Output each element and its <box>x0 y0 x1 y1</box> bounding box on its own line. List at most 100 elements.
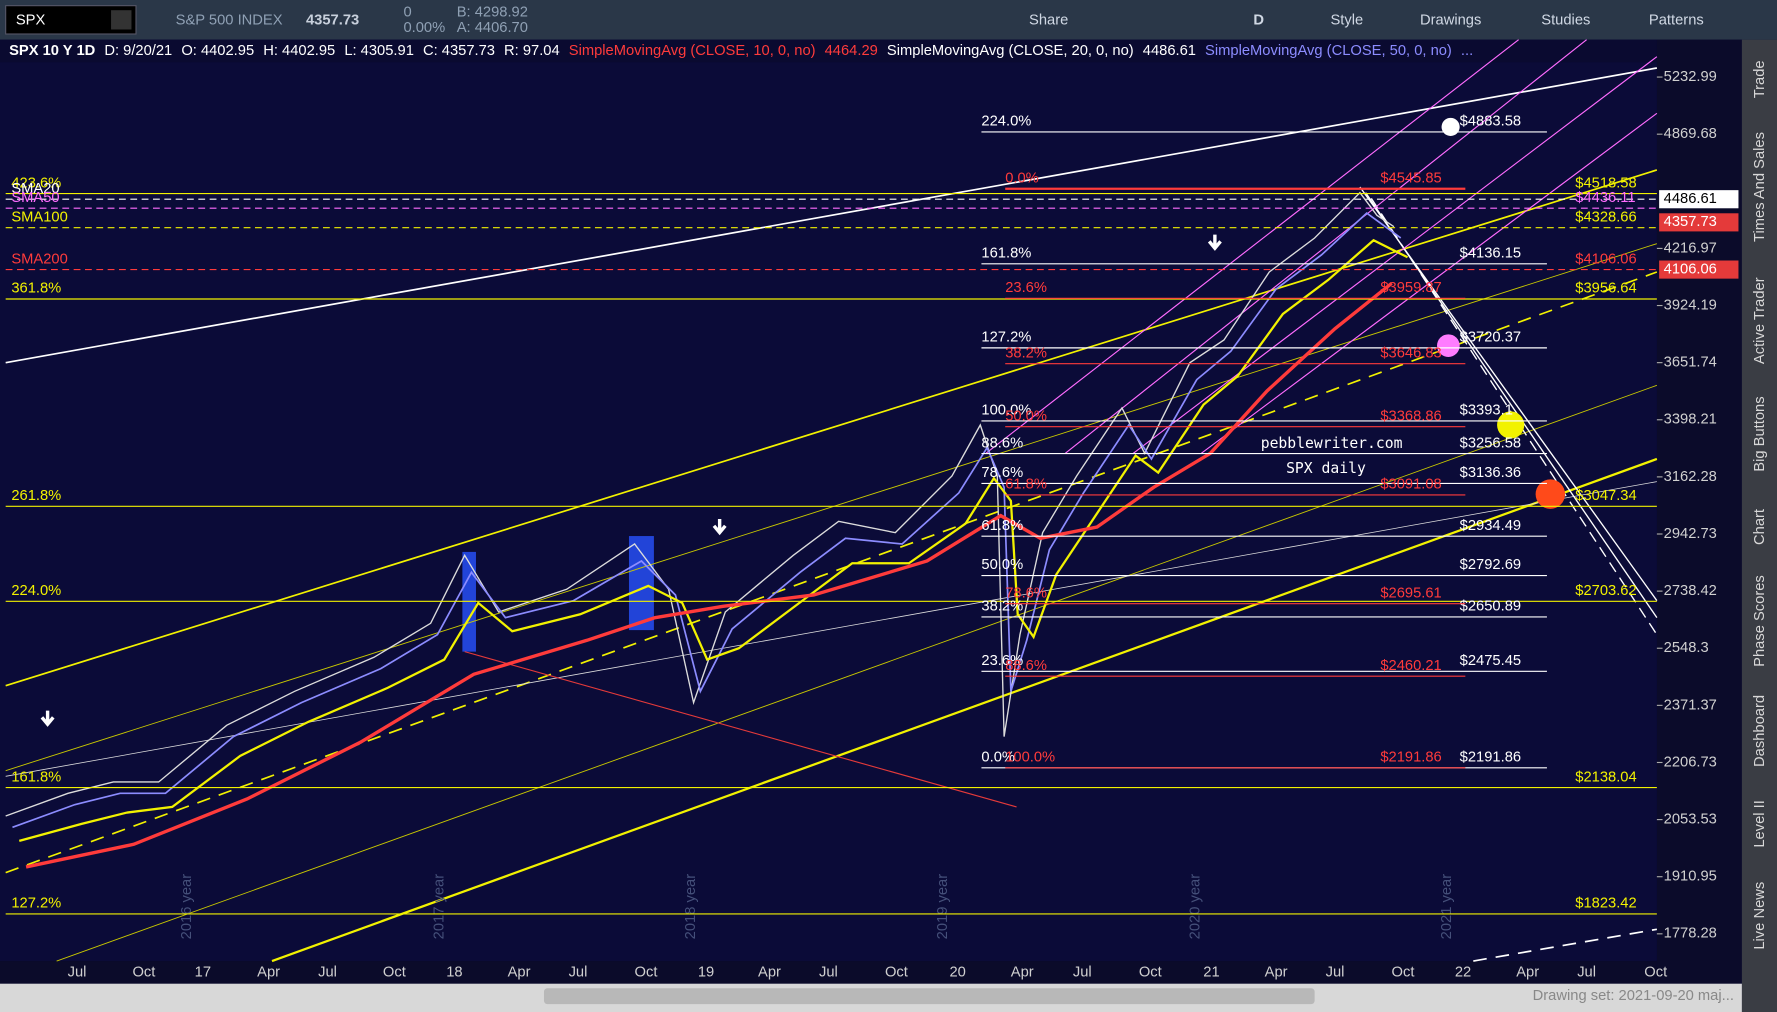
y-tick-label: 4216.97 <box>1664 240 1717 256</box>
fib-price: $3256.58 <box>1460 435 1521 451</box>
y-tick-label: 3398.21 <box>1664 412 1717 428</box>
x-axis-panel <box>0 961 1657 984</box>
side-tab[interactable]: Active Trader <box>1752 277 1768 364</box>
chart-title: SPX 10 Y 1D <box>9 43 96 59</box>
study-value: ... <box>1461 43 1473 59</box>
side-tab[interactable]: Big Buttons <box>1752 396 1768 471</box>
fib-price: $2475.45 <box>1460 653 1521 669</box>
fib-pct: SMA20 <box>11 181 59 197</box>
toolbar-button[interactable]: Studies <box>1541 12 1590 28</box>
study-name: SimpleMovingAvg (CLOSE, 10, 0, no) <box>569 43 816 59</box>
price-line <box>5 191 1395 817</box>
price-tag-label: 4106.06 <box>1664 261 1717 277</box>
fib-price: $2191.86 <box>1460 750 1521 766</box>
timeframe[interactable]: D <box>1253 12 1264 28</box>
fib-price: $1823.42 <box>1575 896 1636 912</box>
symbol-dropdown[interactable] <box>111 10 132 30</box>
side-tab[interactable]: Times And Sales <box>1752 132 1768 242</box>
toolbar-button[interactable]: Share <box>1029 12 1068 28</box>
fib-pct: 38.2% <box>1005 345 1047 361</box>
x-tick-label: Oct <box>1139 964 1162 980</box>
fib-pct: 61.8% <box>1005 477 1047 493</box>
fib-pct: 78.6% <box>1005 585 1047 601</box>
fib-price: $3136.36 <box>1460 465 1521 481</box>
fib-pct: 78.6% <box>981 465 1023 481</box>
side-tab[interactable]: Dashboard <box>1752 695 1768 767</box>
ask: A: 4406.70 <box>457 20 528 36</box>
fib-pct: 161.8% <box>11 769 61 785</box>
y-tick-label: 3651.74 <box>1664 355 1717 371</box>
trend-line <box>56 384 1658 962</box>
y-tick-label: 2548.3 <box>1664 640 1709 656</box>
side-tab[interactable]: Level II <box>1752 800 1768 847</box>
x-tick-label: Oct <box>635 964 658 980</box>
x-tick-label: Apr <box>1011 964 1034 980</box>
fib-pct: 61.8% <box>981 518 1023 534</box>
fib-price: $3091.08 <box>1380 477 1441 493</box>
trend-line <box>1064 39 1587 454</box>
x-tick-label: 21 <box>1203 964 1219 980</box>
trend-line <box>1132 56 1658 454</box>
study-name: SimpleMovingAvg (CLOSE, 50, 0, no) <box>1205 43 1452 59</box>
fib-price: $4883.58 <box>1460 114 1521 130</box>
toolbar-button[interactable]: Style <box>1330 12 1363 28</box>
arrow <box>712 519 727 536</box>
description: S&P 500 INDEX <box>176 12 283 28</box>
symbol[interactable]: SPX <box>16 12 46 28</box>
ohlc-field: R: 97.04 <box>504 43 560 59</box>
study-value: 4486.61 <box>1143 43 1196 59</box>
x-tick-label: Apr <box>758 964 781 980</box>
fib-price: $4518.58 <box>1575 175 1636 191</box>
x-tick-label: 20 <box>949 964 965 980</box>
x-tick-label: Apr <box>1516 964 1539 980</box>
fib-pct: 224.0% <box>11 583 61 599</box>
toolbar-button[interactable]: Drawings <box>1420 12 1481 28</box>
header-bar <box>0 39 1657 63</box>
fib-price: $3393.1 <box>1460 403 1513 419</box>
toolbar <box>0 0 1777 40</box>
x-tick-label: Jul <box>1326 964 1345 980</box>
side-tab[interactable]: Trade <box>1752 60 1768 98</box>
scrollbar[interactable] <box>543 988 1315 1005</box>
y-tick-label: 3924.19 <box>1664 297 1717 313</box>
side-tab[interactable]: Chart <box>1752 509 1768 545</box>
fib-price: $2191.86 <box>1380 750 1441 766</box>
trend-line <box>985 39 1519 454</box>
marker <box>1535 479 1566 509</box>
study-name: SimpleMovingAvg (CLOSE, 20, 0, no) <box>887 43 1134 59</box>
y-tick-label: 2738.42 <box>1664 583 1717 599</box>
fib-price: $3720.37 <box>1460 330 1521 346</box>
x-tick-label: 18 <box>446 964 462 980</box>
fib-price: $3959.87 <box>1380 280 1441 296</box>
toolbar-button[interactable]: Patterns <box>1649 12 1704 28</box>
trend-line <box>1473 928 1658 962</box>
fib-price: $4136.15 <box>1460 245 1521 261</box>
fib-price: $3368.86 <box>1380 408 1441 424</box>
fib-price: $2934.49 <box>1460 518 1521 534</box>
fib-price: $4545.85 <box>1380 170 1441 186</box>
fib-pct: 127.2% <box>11 896 61 912</box>
x-tick-label: Oct <box>383 964 406 980</box>
trend-line <box>271 457 1658 963</box>
y-tick-label: 3162.28 <box>1664 469 1717 485</box>
trend-line <box>5 243 1658 772</box>
y-tick-label: 2053.53 <box>1664 811 1717 827</box>
side-tab[interactable]: Live News <box>1752 882 1768 950</box>
side-tab[interactable]: Phase Scores <box>1752 575 1768 667</box>
change-pct: 0.00% <box>403 20 445 36</box>
status: Drawing set: 2021-09-20 maj... <box>1533 988 1734 1004</box>
ohlc-field: L: 4305.91 <box>344 43 414 59</box>
x-tick-label: Jul <box>318 964 337 980</box>
x-tick-label: Jul <box>68 964 87 980</box>
trend-line <box>464 651 1017 808</box>
arrow <box>40 710 55 727</box>
fib-pct: 161.8% <box>981 245 1031 261</box>
x-tick-label: 22 <box>1455 964 1471 980</box>
x-tick-label: Oct <box>1392 964 1415 980</box>
side-tab-panel <box>1741 39 1777 1012</box>
fib-price: $2138.04 <box>1575 769 1636 785</box>
arrow <box>1207 234 1222 251</box>
fib-price: $2703.62 <box>1575 583 1636 599</box>
